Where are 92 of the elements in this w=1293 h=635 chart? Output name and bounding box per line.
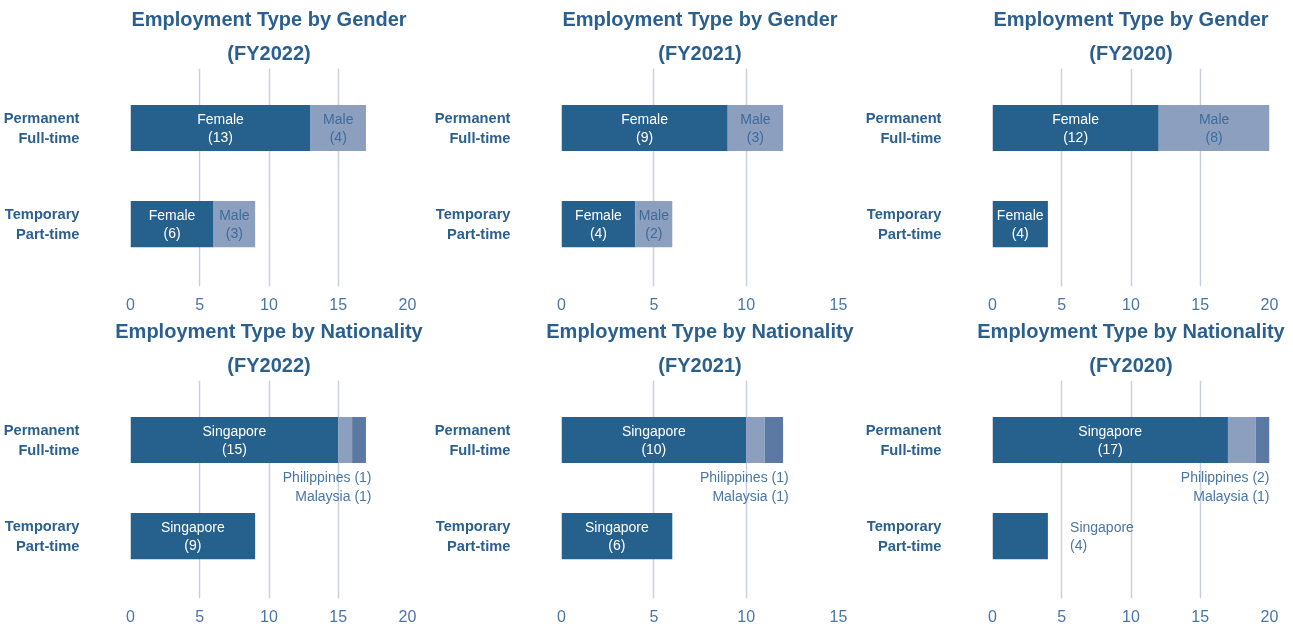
text: Malaysia (1) <box>712 488 789 505</box>
x-tick-label: 20 <box>1260 295 1279 313</box>
series-label: Female <box>996 207 1044 224</box>
chart-subtitle: (FY2022) <box>227 353 311 376</box>
series-label: Male <box>219 207 250 224</box>
x-tick-label: 15 <box>1191 295 1210 313</box>
x-tick-label: 15 <box>829 295 848 313</box>
data-label: (9) <box>636 129 654 145</box>
x-tick-label: 0 <box>126 295 136 313</box>
chart-title: Employment Type by Nationality <box>546 319 855 342</box>
series-label: Singapore <box>202 423 267 440</box>
data-label: (3) <box>225 225 243 242</box>
x-tick-label: 15 <box>829 607 848 625</box>
series-label: Male <box>638 207 670 224</box>
x-tick-label: 20 <box>398 607 417 625</box>
x-tick-label: 0 <box>988 607 998 625</box>
text: Philippines (2) <box>1180 468 1270 485</box>
data-label: (3) <box>746 129 764 145</box>
y-tick-label: Temporary Part-time <box>866 518 943 554</box>
x-tick-label: 5 <box>195 295 205 313</box>
y-tick-label: Temporary Part-time <box>4 206 81 242</box>
x-tick-label: 20 <box>1260 607 1279 625</box>
y-tick-label: Temporary Part-time <box>4 518 81 554</box>
y-tick-label: Temporary Part-time <box>435 518 512 554</box>
data-label: (4) <box>589 225 607 242</box>
y-tick-label: Permanent Full-time <box>865 110 942 146</box>
series-label: Female <box>197 111 245 128</box>
x-tick-label: 5 <box>649 295 659 313</box>
text: Female <box>148 207 196 224</box>
data-label: (4) <box>1011 225 1029 242</box>
x-tick-label: 0 <box>126 607 136 625</box>
data-label: (10) <box>641 441 667 457</box>
data-label: (4) <box>1070 537 1088 554</box>
chart-title: Employment Type by Nationality <box>115 319 424 342</box>
data-label: (15) <box>221 441 247 457</box>
x-tick-label: 5 <box>1057 295 1067 313</box>
x-tick-label: 15 <box>329 295 348 313</box>
x-tick-label: 10 <box>1122 295 1140 313</box>
text: Singapore <box>584 519 649 536</box>
text: Philippines (1) <box>282 468 372 485</box>
x-tick-label: 15 <box>329 607 348 625</box>
x-tick-label: 5 <box>195 607 205 625</box>
x-tick-label: 15 <box>1191 607 1210 625</box>
chart-title: Employment Type by Gender <box>562 7 838 30</box>
text: Male <box>323 111 354 128</box>
y-tick-label: Temporary Part-time <box>866 206 943 242</box>
chart-subtitle: (FY2021) <box>658 353 742 376</box>
y-tick-label: Permanent Full-time <box>434 110 511 146</box>
data-label: (9) <box>184 537 202 554</box>
x-tick-label: 10 <box>260 295 278 313</box>
chart-title: Employment Type by Nationality <box>977 319 1286 342</box>
text: Singapore <box>160 519 225 536</box>
data-label: (2) <box>645 225 663 242</box>
x-tick-label: 0 <box>557 607 567 625</box>
y-tick-label: Permanent Full-time <box>3 422 80 458</box>
data-label: (13) <box>208 129 233 145</box>
x-tick-label: 10 <box>1122 607 1140 625</box>
chart-subtitle: (FY2021) <box>658 41 742 64</box>
y-tick-label: Permanent Full-time <box>865 422 942 458</box>
x-tick-label: 20 <box>398 295 417 313</box>
text: Female <box>575 207 622 224</box>
y-tick-label: Temporary Part-time <box>435 206 512 242</box>
x-tick-label: 10 <box>737 295 756 313</box>
text: Male <box>740 111 771 128</box>
data-label: (6) <box>608 537 626 554</box>
chart-title: Employment Type by Gender <box>993 7 1269 30</box>
data-label: (4) <box>329 129 347 145</box>
data-label: (8) <box>1205 129 1223 145</box>
chart-subtitle: (FY2020) <box>1089 41 1173 64</box>
data-label: (6) <box>163 225 181 242</box>
x-tick-label: 5 <box>649 607 659 625</box>
text: Malaysia (1) <box>295 488 372 505</box>
series-label: Female <box>621 111 669 128</box>
series-label: Singapore <box>621 423 686 440</box>
x-tick-label: 0 <box>557 295 567 313</box>
data-label: (17) <box>1097 441 1123 457</box>
chart-subtitle: (FY2022) <box>227 41 311 64</box>
text: Philippines (1) <box>699 468 789 485</box>
chart-title: Employment Type by Gender <box>131 7 407 30</box>
text: Female <box>1052 111 1099 128</box>
x-tick-label: 10 <box>260 607 278 625</box>
chart-subtitle: (FY2020) <box>1089 353 1173 376</box>
text: Malaysia (1) <box>1193 488 1270 505</box>
text: Singapore <box>1070 519 1134 536</box>
x-tick-label: 5 <box>1057 607 1067 625</box>
series-label: Male <box>1198 111 1230 128</box>
x-tick-label: 0 <box>988 295 998 313</box>
y-tick-label: Permanent Full-time <box>434 422 511 458</box>
data-label: (12) <box>1063 129 1089 145</box>
y-tick-label: Permanent Full-time <box>3 110 80 146</box>
x-tick-label: 10 <box>737 607 756 625</box>
series-label: Singapore <box>1078 423 1143 440</box>
